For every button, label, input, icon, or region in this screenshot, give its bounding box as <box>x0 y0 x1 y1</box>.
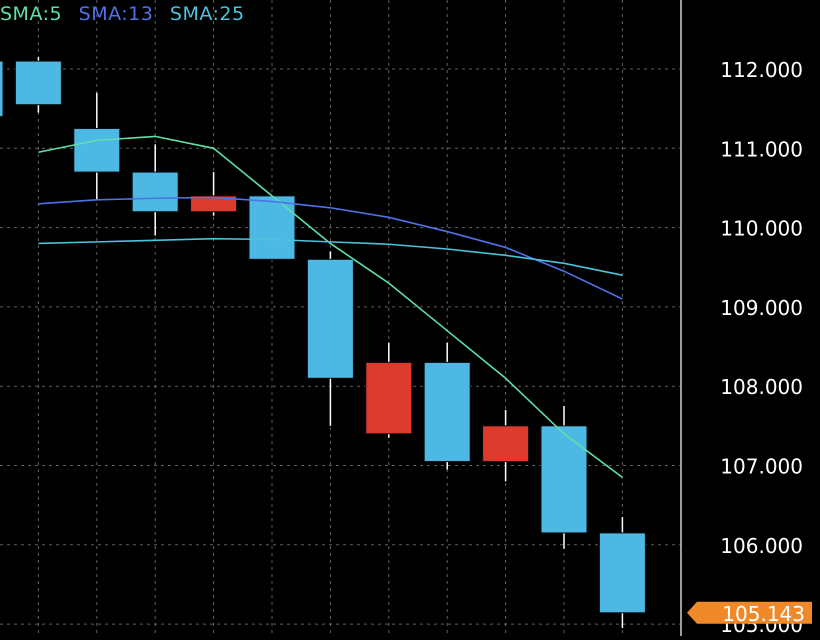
line-sma13 <box>38 196 623 300</box>
y-tick-label: 109.000 <box>720 296 803 320</box>
y-tick-label: 112.000 <box>720 58 803 82</box>
chart-legend: SMA:5 SMA:13 SMA:25 <box>0 3 255 25</box>
y-tick-label: 106.000 <box>720 534 803 558</box>
candle-up <box>73 127 121 173</box>
legend-sma13: SMA:13 <box>78 3 154 25</box>
candle-up <box>131 171 179 213</box>
y-tick-label: 108.000 <box>720 375 803 399</box>
candle-down <box>482 425 530 463</box>
candle-up <box>423 361 471 463</box>
current-price-label: 105.143 <box>722 602 805 626</box>
candle-down <box>190 195 238 213</box>
y-tick-label: 111.000 <box>720 137 803 161</box>
candle-down <box>365 361 413 435</box>
current-price-tag <box>687 601 812 624</box>
legend-sma25: SMA:25 <box>169 3 245 25</box>
candle-up <box>540 425 588 534</box>
candle-up <box>14 60 62 106</box>
y-tick-label: 110.000 <box>720 217 803 241</box>
line-sma25 <box>38 237 623 276</box>
candle-up <box>306 258 354 379</box>
candle-up <box>598 532 646 614</box>
candle-up <box>0 60 4 118</box>
line-sma5 <box>38 135 623 479</box>
candle-up <box>248 195 296 260</box>
legend-sma5: SMA:5 <box>0 3 63 25</box>
y-tick-label: 107.000 <box>720 455 803 479</box>
